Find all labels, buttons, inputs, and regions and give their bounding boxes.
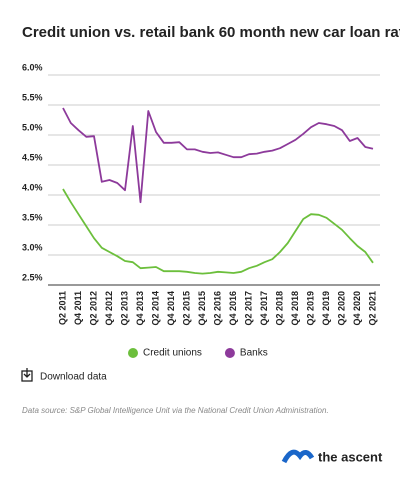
x-tick-label: Q4 2019 — [321, 291, 331, 326]
x-tick-label: Q2 2017 — [243, 291, 253, 326]
series-line — [62, 107, 374, 204]
x-tick-label: Q2 2015 — [181, 291, 191, 326]
legend-swatch — [224, 348, 235, 358]
x-tick-label: Q2 2018 — [274, 291, 284, 326]
x-tick-label: Q2 2012 — [88, 291, 98, 326]
y-tick-label: 4.5% — [22, 152, 43, 162]
x-tick-label: Q4 2013 — [135, 291, 145, 326]
x-tick-label: Q4 2011 — [73, 291, 83, 325]
legend-swatch — [128, 348, 138, 358]
series-line — [62, 188, 374, 275]
legend-label: Banks — [240, 348, 268, 359]
x-tick-label: Q2 2021 — [367, 291, 377, 326]
legend-label: Credit unions — [143, 348, 202, 359]
x-tick-label: Q4 2012 — [104, 291, 114, 326]
y-tick-label: 6.0% — [22, 62, 43, 72]
icon-arrow — [23, 368, 31, 378]
x-tick-label: Q2 2020 — [336, 291, 346, 326]
x-tick-label: Q4 2017 — [259, 291, 269, 326]
y-tick-label: 5.0% — [22, 122, 43, 132]
y-tick-label: 5.5% — [22, 92, 43, 102]
x-tick-label: Q2 2011 — [57, 291, 67, 325]
x-tick-label: Q4 2015 — [197, 291, 207, 326]
y-tick-label: 4.0% — [22, 182, 43, 192]
x-tick-label: Q4 2016 — [228, 291, 238, 326]
y-tick-label: 3.0% — [22, 242, 43, 252]
x-tick-label: Q4 2018 — [290, 291, 300, 326]
download-icon[interactable] — [21, 368, 33, 382]
x-tick-label: Q2 2013 — [119, 291, 129, 326]
x-tick-label: Q2 2016 — [212, 291, 222, 326]
chart-title: Credit union vs. retail bank 60 month ne… — [22, 24, 400, 41]
x-tick-label: Q2 2014 — [150, 291, 160, 326]
brand-logo — [281, 449, 315, 464]
download-link[interactable]: Download data — [40, 372, 107, 383]
x-tick-label: Q4 2020 — [352, 291, 362, 326]
x-tick-label: Q2 2019 — [305, 291, 315, 326]
source-note: Data source: S&P Global Intelligence Uni… — [22, 406, 329, 415]
y-tick-label: 3.5% — [22, 212, 43, 222]
y-tick-label: 2.5% — [22, 272, 43, 282]
brand-name: the ascent — [318, 449, 383, 464]
x-tick-label: Q4 2014 — [166, 291, 176, 326]
